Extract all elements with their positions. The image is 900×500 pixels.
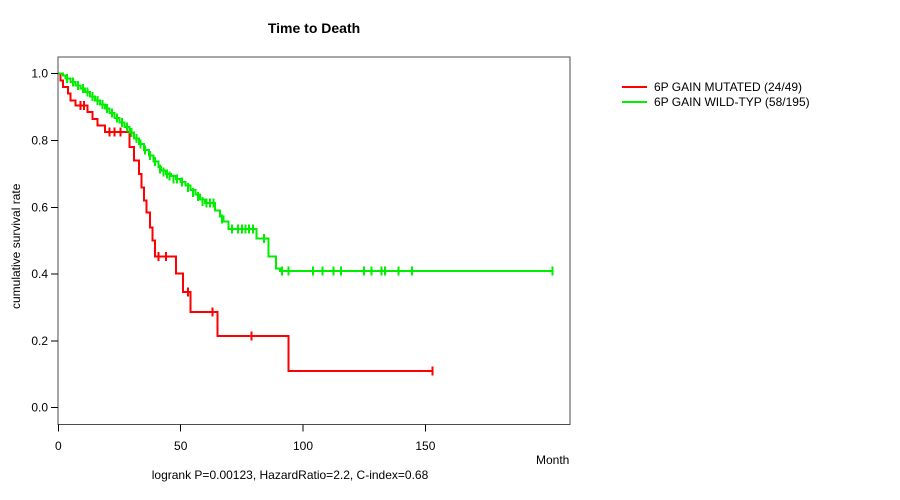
x-axis: 0 50 100 150 (55, 424, 436, 453)
series-wild-typ-curve (58, 72, 554, 276)
legend-label-wild-typ: 6P GAIN WILD-TYP (58/195) (654, 95, 810, 109)
series-mutated-curve (58, 72, 434, 376)
stats-annotation: logrank P=0.00123, HazardRatio=2.2, C-in… (151, 468, 429, 482)
x-tick-label: 150 (415, 439, 435, 453)
chart-title: Time to Death (267, 20, 361, 36)
legend-label-mutated: 6P GAIN MUTATED (24/49) (654, 80, 803, 94)
x-tick-label: 0 (55, 439, 62, 453)
x-axis-label: Month (536, 453, 570, 467)
y-axis-label: cumulative survival rate (9, 183, 23, 309)
legend-line-swatch-mutated (622, 86, 647, 88)
y-axis: 0.0 0.2 0.4 0.6 0.8 1.0 (31, 67, 58, 415)
plot-frame-box (57, 56, 571, 425)
km-step-curve-mutated (58, 72, 433, 372)
y-tick-label: 0.2 (31, 334, 48, 348)
legend: 6P GAIN MUTATED (24/49) 6P GAIN WILD-TYP… (622, 80, 810, 110)
legend-item-wild-typ: 6P GAIN WILD-TYP (58/195) (622, 95, 810, 109)
y-tick-label: 0.8 (31, 134, 48, 148)
y-tick-label: 1.0 (31, 67, 48, 81)
x-tick-label: 50 (174, 439, 188, 453)
legend-line-swatch-wild-typ (622, 101, 647, 103)
km-step-curve-wild-typ (58, 72, 553, 272)
plot-frame (57, 56, 571, 425)
y-tick-label: 0.4 (31, 267, 48, 281)
y-tick-label: 0.0 (31, 401, 48, 415)
y-tick-label: 0.6 (31, 200, 48, 214)
x-tick-label: 100 (293, 439, 313, 453)
legend-item-mutated: 6P GAIN MUTATED (24/49) (622, 80, 810, 94)
